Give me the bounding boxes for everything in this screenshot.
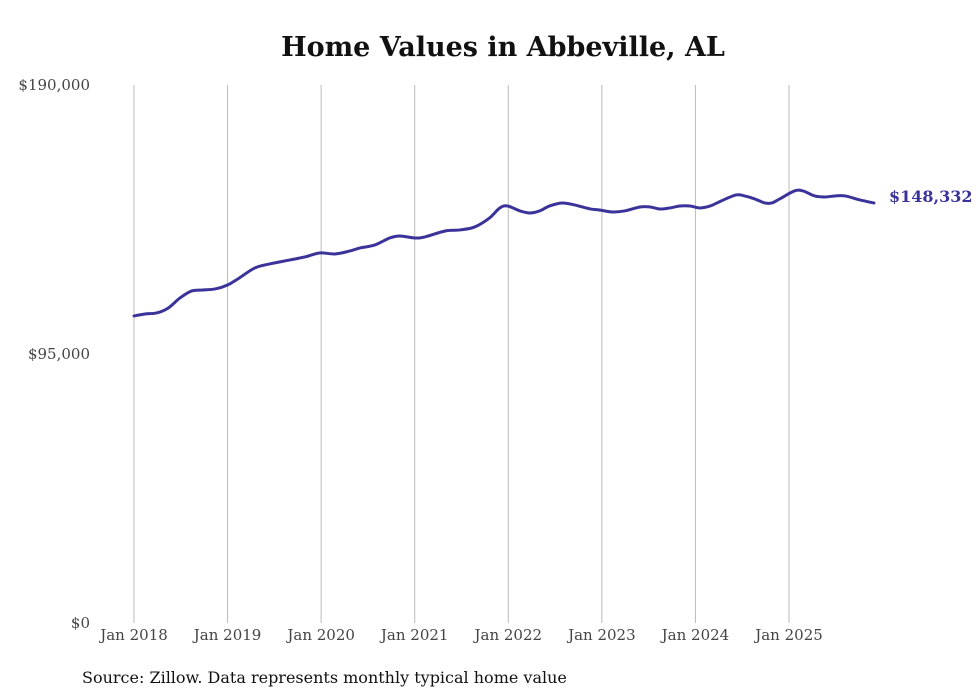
- x-tick-label: Jan 2019: [192, 626, 262, 644]
- series-line: [132, 188, 876, 318]
- x-tick-label: Jan 2024: [660, 626, 730, 644]
- y-tick-label: $95,000: [28, 345, 90, 363]
- x-tick-label: Jan 2021: [379, 626, 449, 644]
- end-value-label: $148,332: [889, 187, 973, 206]
- x-tick-label: Jan 2023: [566, 626, 636, 644]
- y-tick-label: $190,000: [18, 76, 90, 94]
- y-tick-label: $0: [71, 614, 90, 632]
- x-tick-label: Jan 2020: [285, 626, 355, 644]
- x-tick-label: Jan 2025: [753, 626, 823, 644]
- x-tick-label: Jan 2022: [473, 626, 543, 644]
- chart-title: Home Values in Abbeville, AL: [281, 32, 725, 63]
- source-note: Source: Zillow. Data represents monthly …: [82, 668, 567, 687]
- x-tick-label: Jan 2018: [98, 626, 168, 644]
